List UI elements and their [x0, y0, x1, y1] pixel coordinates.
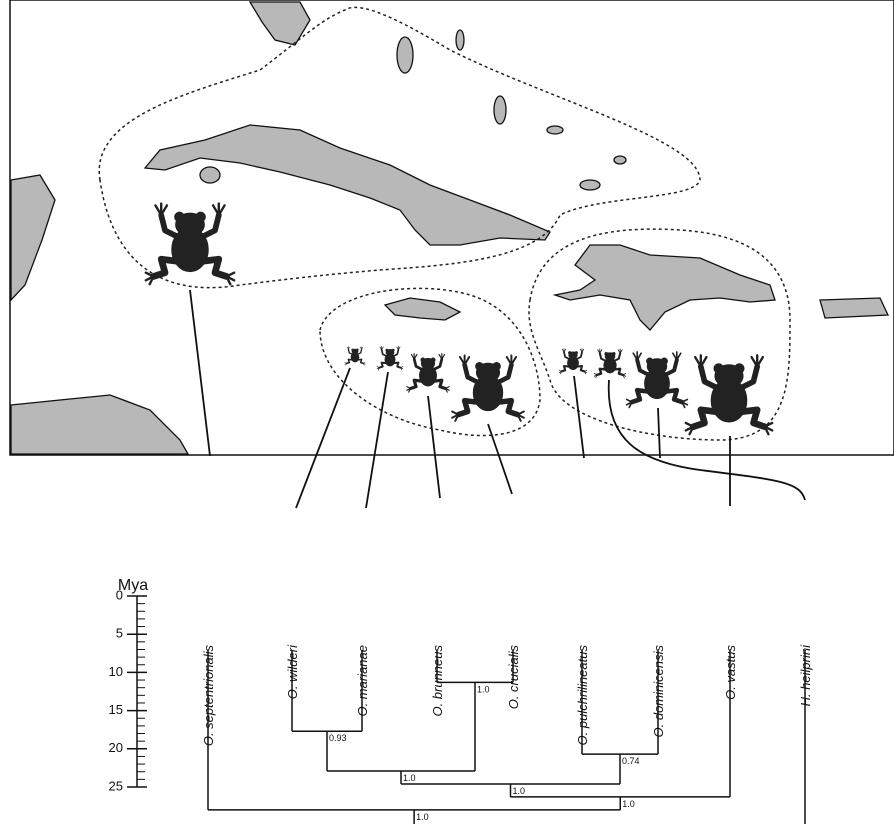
tick-label: 5	[116, 626, 123, 641]
island	[397, 37, 413, 73]
isle-of-youth	[200, 167, 220, 183]
body: {"tree": { "axis_label": "Mya", "ylim": …	[0, 0, 894, 824]
island	[614, 156, 626, 164]
support-value: 0.93	[329, 733, 347, 743]
support-value: 0.74	[622, 756, 640, 766]
figure: Mya 0510152025O. septentrionalisO. wilde…	[0, 0, 894, 824]
tick-label: 0	[116, 587, 123, 602]
support-value: 1.0	[416, 812, 429, 822]
puerto-rico	[820, 298, 888, 318]
tick-label: 15	[109, 702, 123, 717]
island	[547, 126, 563, 134]
island	[580, 180, 600, 190]
island	[494, 96, 506, 124]
tick-label: 20	[109, 740, 123, 755]
tick-label: 25	[109, 778, 123, 793]
support-value: 1.0	[622, 799, 635, 809]
island	[456, 30, 464, 50]
support-value: 1.0	[513, 786, 526, 796]
map	[10, 0, 894, 455]
page: body { margin: 0; background: #fff; font…	[0, 0, 894, 824]
support-value: 1.0	[403, 773, 416, 783]
tick-label: 10	[109, 664, 123, 679]
support-value: 1.0	[477, 684, 490, 694]
